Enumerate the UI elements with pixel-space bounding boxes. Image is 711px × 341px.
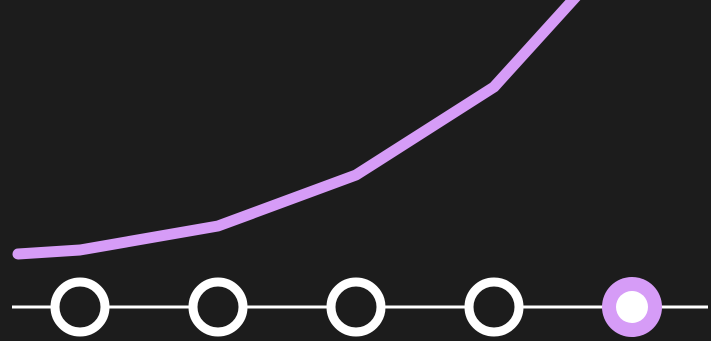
active-node-center	[616, 291, 648, 323]
active-step-node[interactable]	[602, 277, 662, 337]
step-node[interactable]	[464, 277, 524, 337]
growth-line	[12, 0, 581, 260]
step-node[interactable]	[326, 277, 386, 337]
step-node[interactable]	[188, 277, 248, 337]
step-node[interactable]	[50, 277, 110, 337]
